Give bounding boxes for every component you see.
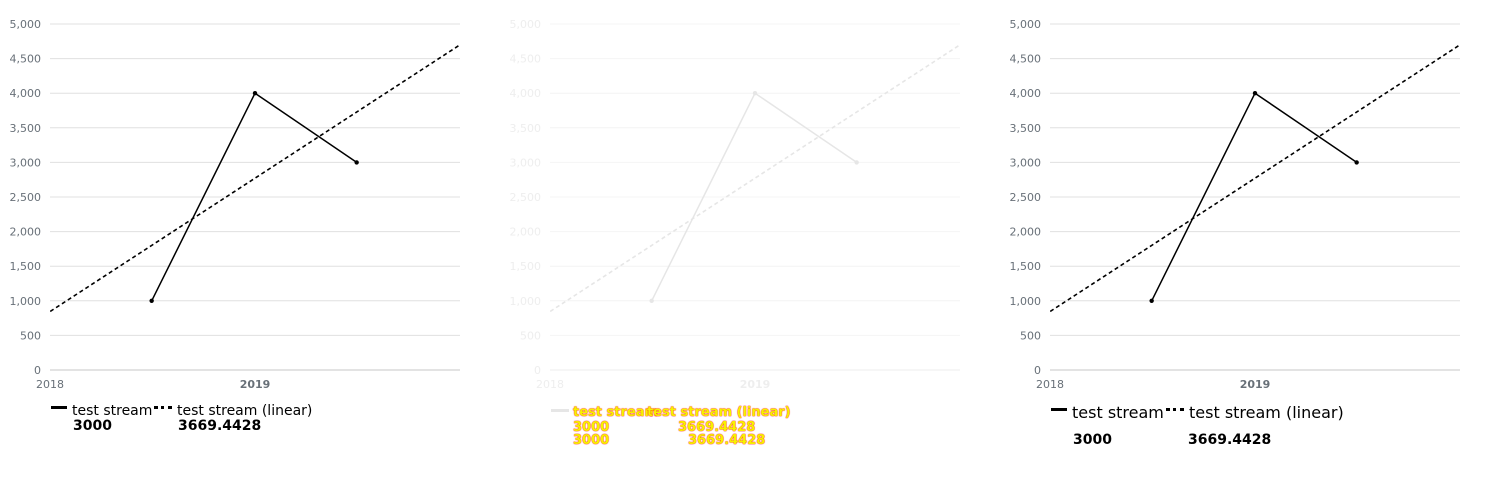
y-tick-label: 0: [34, 364, 41, 377]
series-line-2: [1050, 44, 1460, 313]
chart-1: 0 500 1,000 1,500 2,000 2,500 3,000 3,500 4,000 4…: [10, 18, 460, 391]
legend-faded-swatch: [551, 409, 569, 412]
data-point: [1149, 298, 1154, 303]
y-tick-label: 0: [1034, 364, 1041, 377]
y-tick-label: 500: [20, 329, 41, 342]
legend-label-series-2: test stream (linear): [1189, 403, 1344, 422]
legend-value-series-1: 3000: [1073, 432, 1112, 448]
data-point: [149, 298, 154, 303]
legend-value-series-2: 3669.4428: [1188, 432, 1272, 448]
y-tick-label: 0: [534, 364, 541, 377]
chart-2: 0 500 1,000 1,500 2,000 2,500 3,000 3,500 4,000 4…: [510, 18, 960, 391]
data-point: [1354, 160, 1359, 165]
legend-value-b-1: 3000: [573, 433, 610, 448]
y-tick-label: 5,000: [510, 18, 542, 31]
y-tick-label: 4,500: [10, 53, 42, 66]
chart-3: 0 500 1,000 1,500 2,000 2,500 3,000 3,500 4,000 4…: [1010, 18, 1460, 391]
y-tick-label: 1,500: [510, 260, 542, 273]
y-tick-label: 4,000: [510, 87, 542, 100]
x-tick-label: 2019: [1240, 378, 1271, 391]
y-tick-label: 2,500: [1010, 191, 1042, 204]
legend-chart-3: test stream test stream (linear) 3000 36…: [1051, 404, 1344, 449]
legend-label-series-2: test stream (linear): [177, 403, 313, 419]
legend-value-b-2: 3669.4428: [688, 433, 766, 448]
data-point: [752, 91, 758, 96]
legend-label-series-1: test stream: [72, 403, 153, 419]
y-tick-label: 3,000: [1010, 156, 1042, 169]
y-tick-label: 5,000: [1010, 18, 1042, 31]
y-tick-label: 2,000: [1010, 226, 1042, 239]
y-tick-label: 1,500: [10, 260, 42, 273]
y-tick-label: 1,000: [510, 295, 542, 308]
legend-solid-swatch: [51, 405, 67, 409]
y-tick-label: 5,000: [10, 18, 42, 31]
y-tick-label: 1,000: [1010, 295, 1042, 308]
y-tick-label: 1,000: [10, 295, 42, 308]
legend-value-a-1: 3000: [573, 420, 610, 435]
series-line-2: [550, 44, 960, 313]
data-point: [1252, 91, 1258, 96]
y-tick-label: 2,000: [510, 226, 542, 239]
x-tick-label: 2018: [1036, 378, 1064, 391]
legend-value-series-1: 3000: [73, 418, 112, 434]
legend-label-series-1: test stream: [1072, 403, 1164, 422]
legend-value-a-2: 3669.4428: [678, 420, 756, 435]
x-tick-label: 2019: [740, 378, 771, 391]
legend-overlay-label-2: test stream (linear): [647, 405, 791, 420]
y-tick-label: 3,500: [1010, 122, 1042, 135]
y-tick-label: 4,500: [1010, 53, 1042, 66]
data-point: [252, 91, 258, 96]
legend-dashed-swatch: [154, 405, 172, 409]
y-tick-label: 1,500: [1010, 260, 1042, 273]
series-line-2: [50, 44, 460, 313]
legend-value-series-2: 3669.4428: [178, 418, 262, 434]
y-tick-label: 500: [520, 329, 541, 342]
y-tick-label: 2,500: [10, 191, 42, 204]
legend-overlay-label-1: test stream: [573, 405, 659, 420]
y-tick-label: 4,500: [510, 53, 542, 66]
y-tick-label: 3,000: [10, 156, 42, 169]
y-tick-label: 3,000: [510, 156, 542, 169]
data-point: [854, 160, 859, 165]
legend-chart-2: test stream test stream (linear) 3000 36…: [551, 406, 791, 447]
y-tick-label: 2,000: [10, 226, 42, 239]
y-tick-label: 3,500: [10, 122, 42, 135]
data-point: [354, 160, 359, 165]
y-tick-label: 3,500: [510, 122, 542, 135]
x-tick-label: 2018: [536, 378, 564, 391]
x-tick-label: 2019: [240, 378, 271, 391]
y-tick-label: 4,000: [1010, 87, 1042, 100]
y-tick-label: 4,000: [10, 87, 42, 100]
y-tick-label: 500: [1020, 329, 1041, 342]
legend-dashed-swatch: [1166, 408, 1184, 411]
y-tick-label: 2,500: [510, 191, 542, 204]
legend-chart-1: test stream test stream (linear) 3000 36…: [51, 404, 312, 434]
legend-solid-swatch: [1051, 408, 1067, 411]
data-point: [649, 298, 654, 303]
x-tick-label: 2018: [36, 378, 64, 391]
